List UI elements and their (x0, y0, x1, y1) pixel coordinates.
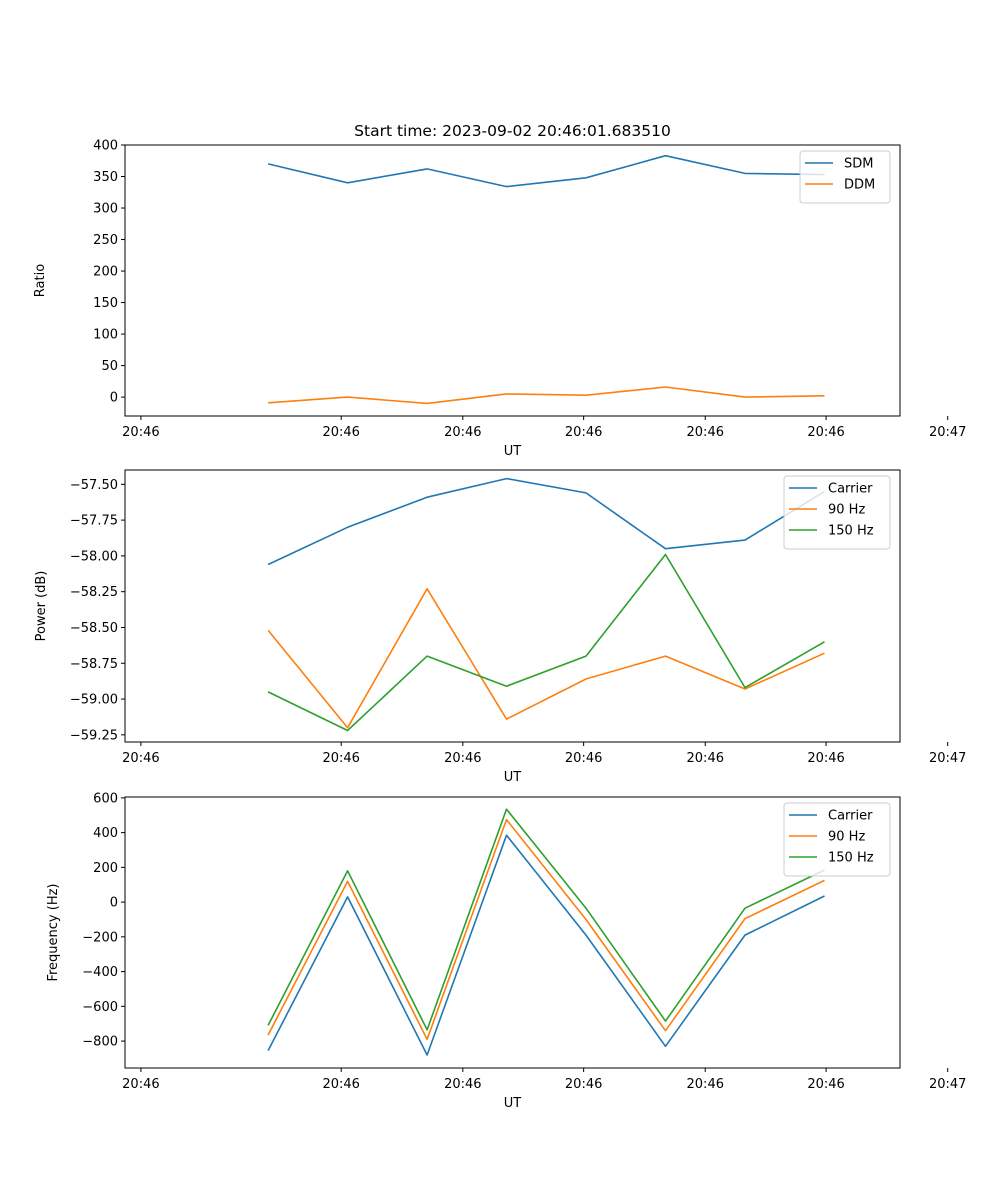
legend-label: Carrier (828, 809, 873, 824)
x-tick-label: 20:46 (687, 1077, 724, 1092)
series-line-90-hz (267, 818, 825, 1041)
x-tick-label: 20:46 (565, 425, 602, 440)
chart-title: Start time: 2023-09-02 20:46:01.683510 (354, 122, 671, 140)
y-tick-label: 150 (93, 296, 118, 311)
y-tick-label: 200 (93, 265, 118, 280)
plot-panel-2: 20:46 20:46 20:46 20:46 20:46 20:46 20:47 −59.2… (34, 469, 966, 785)
legend: SDM DDM (799, 150, 891, 204)
x-tick-label: 20:46 (807, 1077, 844, 1092)
axes-frame (124, 144, 901, 417)
x-tick-label: 20:46 (122, 1077, 159, 1092)
y-tick-label: 0 (110, 896, 118, 911)
y-tick-label: 350 (93, 170, 118, 185)
legend-label: SDM (844, 157, 873, 172)
series-line-90-hz (267, 587, 825, 729)
legend-box (799, 150, 891, 204)
series-line-sdm (267, 154, 825, 188)
plot-panel-3: 20:46 20:46 20:46 20:46 20:46 20:46 20:47 −800 −… (46, 791, 966, 1111)
y-tick-label: −58.00 (70, 549, 118, 564)
x-tick-label: 20:46 (444, 425, 481, 440)
x-tick-label: 20:46 (122, 425, 159, 440)
legend: Carrier 90 Hz 150 Hz (783, 475, 891, 550)
x-tick-label: 20:47 (929, 751, 966, 766)
y-tick-label: −800 (82, 1035, 118, 1050)
y-tick-label: 100 (93, 328, 118, 343)
legend-label: 90 Hz (828, 830, 865, 845)
series-line-carrier (267, 834, 825, 1056)
x-tick-label: 20:46 (807, 425, 844, 440)
y-tick-label: 400 (93, 826, 118, 841)
y-tick-label: 200 (93, 861, 118, 876)
x-tick-label: 20:46 (565, 751, 602, 766)
x-tick-label: 20:46 (687, 751, 724, 766)
x-tick-label: 20:46 (322, 1077, 359, 1092)
legend: Carrier 90 Hz 150 Hz (783, 802, 891, 877)
legend-label: Carrier (828, 482, 873, 497)
x-tick-label: 20:46 (122, 751, 159, 766)
legend-label: 150 Hz (828, 851, 874, 866)
series-line-150-hz (267, 553, 825, 732)
plot-panel-1: 20:46 20:46 20:46 20:46 20:46 20:46 20:47 0 50 10… (33, 122, 966, 459)
x-tick-label: 20:47 (929, 1077, 966, 1092)
y-tick-label: −57.50 (70, 478, 118, 493)
axes-frame (124, 796, 901, 1069)
y-axis-label: Ratio (33, 264, 48, 297)
series-line-ddm (268, 386, 825, 405)
x-tick-label: 20:46 (444, 1077, 481, 1092)
x-axis-label: UT (504, 1096, 522, 1111)
x-axis-label: UT (504, 770, 522, 785)
y-tick-label: 400 (93, 139, 118, 154)
series-line-carrier (267, 477, 825, 566)
y-tick-label: 50 (101, 359, 118, 374)
y-tick-label: −600 (82, 1000, 118, 1015)
y-tick-label: 600 (93, 791, 118, 806)
y-tick-label: −58.25 (70, 585, 118, 600)
y-tick-label: −58.75 (70, 657, 118, 672)
y-tick-label: −57.75 (70, 514, 118, 529)
y-tick-label: −200 (82, 930, 118, 945)
y-axis-label: Power (dB) (34, 571, 49, 642)
x-tick-label: 20:46 (807, 751, 844, 766)
legend-label: 150 Hz (828, 524, 874, 539)
y-tick-label: 250 (93, 233, 118, 248)
axes-frame (124, 469, 901, 743)
legend-label: 90 Hz (828, 503, 865, 518)
x-axis-label: UT (504, 444, 522, 459)
y-tick-label: −58.50 (70, 621, 118, 636)
x-tick-label: 20:46 (322, 751, 359, 766)
y-tick-label: −59.25 (70, 728, 118, 743)
x-tick-label: 20:46 (565, 1077, 602, 1092)
y-axis-label: Frequency (Hz) (46, 883, 61, 981)
y-tick-label: 0 (110, 391, 118, 406)
y-tick-label: 300 (93, 202, 118, 217)
x-tick-label: 20:46 (444, 751, 481, 766)
legend-label: DDM (844, 178, 875, 193)
x-tick-label: 20:46 (687, 425, 724, 440)
x-tick-label: 20:47 (929, 425, 966, 440)
x-tick-label: 20:46 (322, 425, 359, 440)
y-tick-label: −400 (82, 965, 118, 980)
series-line-150-hz (267, 808, 825, 1031)
y-tick-label: −59.00 (70, 693, 118, 708)
